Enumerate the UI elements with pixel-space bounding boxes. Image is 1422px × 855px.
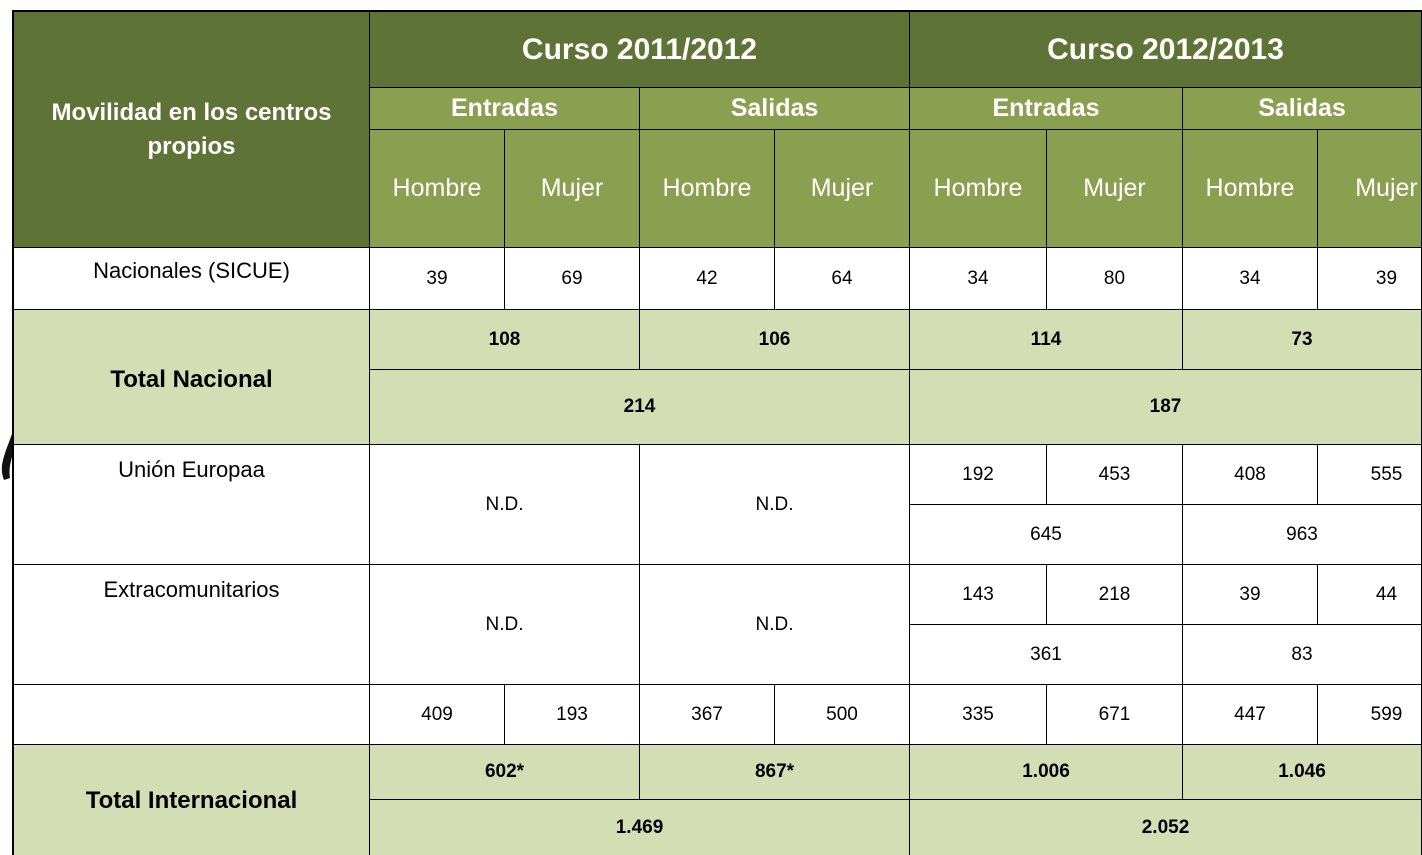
value-cell: 143 [910,565,1047,625]
row-label [12,685,370,745]
gender-header: Mujer [775,130,910,248]
value-cell: 80 [1047,248,1183,310]
total-cell: 2.052 [910,800,1422,855]
value-cell: 453 [1047,445,1183,505]
value-cell: 409 [370,685,505,745]
gender-header: Hombre [1183,130,1318,248]
subtotal-cell: 73 [1183,310,1422,370]
row-label: Total Internacional [12,745,370,855]
value-cell: 500 [775,685,910,745]
value-cell: 555 [1318,445,1422,505]
subtotal-cell: 114 [910,310,1183,370]
total-cell: 1.469 [370,800,910,855]
gender-header: Hombre [640,130,775,248]
value-cell: 335 [910,685,1047,745]
row-label: Nacionales (SICUE) [12,248,370,310]
value-cell: 39 [1318,248,1422,310]
subtotal-cell: 361 [910,625,1183,685]
group-header: Entradas [910,88,1183,130]
gender-header: Hombre [910,130,1047,248]
course-header: Curso 2011/2012 [370,10,910,88]
subtotal-cell: 645 [910,505,1183,565]
gender-header: Mujer [1047,130,1183,248]
gender-header: Mujer [505,130,640,248]
subtotal-cell: 106 [640,310,910,370]
value-cell: 447 [1183,685,1318,745]
subtotal-cell: 963 [1183,505,1422,565]
group-header: Salidas [1183,88,1422,130]
subtotal-cell: 1.006 [910,745,1183,800]
subtotal-cell: 108 [370,310,640,370]
total-cell: 187 [910,370,1422,445]
value-cell: 39 [1183,565,1318,625]
subtotal-cell: 1.046 [1183,745,1422,800]
subtotal-cell: 867* [640,745,910,800]
gender-header: Hombre [370,130,505,248]
value-cell: 44 [1318,565,1422,625]
value-cell: 218 [1047,565,1183,625]
value-cell: 69 [505,248,640,310]
value-cell: 671 [1047,685,1183,745]
row-label: Unión Europaa [12,445,370,565]
nd-cell: N.D. [370,565,640,685]
value-cell: 599 [1318,685,1422,745]
nd-cell: N.D. [640,565,910,685]
row-label: Extracomunitarios [12,565,370,685]
value-cell: 193 [505,685,640,745]
total-cell: 214 [370,370,910,445]
value-cell: 192 [910,445,1047,505]
value-cell: 39 [370,248,505,310]
row-label: Total Nacional [12,310,370,445]
value-cell: 64 [775,248,910,310]
course-header: Curso 2012/2013 [910,10,1422,88]
group-header: Salidas [640,88,910,130]
value-cell: 34 [910,248,1047,310]
value-cell: 34 [1183,248,1318,310]
corner-header: Movilidad en los centros propios [12,10,370,248]
group-header: Entradas [370,88,640,130]
subtotal-cell: 602* [370,745,640,800]
nd-cell: N.D. [640,445,910,565]
value-cell: 42 [640,248,775,310]
value-cell: 367 [640,685,775,745]
value-cell: 408 [1183,445,1318,505]
gender-header: Mujer [1318,130,1422,248]
nd-cell: N.D. [370,445,640,565]
subtotal-cell: 83 [1183,625,1422,685]
